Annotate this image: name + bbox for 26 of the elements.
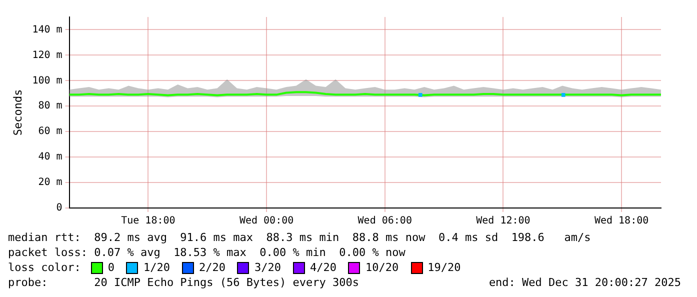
- y-tick-label: 80 m: [38, 100, 62, 112]
- text: median rtt: 89.2 ms avg 91.6 ms max 88.3 ms min 88.8 ms now 0.4 ms sd 198.6 am/s: [8, 230, 592, 245]
- x-tick-label: Wed 18:00: [594, 216, 649, 227]
- y-tick-label: 20 m: [38, 177, 62, 188]
- legend-label: 19/20: [428, 260, 461, 275]
- x-tick-label: Tue 18:00: [121, 216, 176, 227]
- y-tick-label: 40 m: [38, 152, 62, 163]
- text: packet loss: 0.07 % avg 18.53 % max 0.00 % min 0.00 % now: [8, 245, 406, 260]
- legend-label: 3/20: [254, 260, 281, 275]
- legend-title: loss color:: [8, 260, 81, 275]
- x-tick-label: Wed 12:00: [476, 216, 530, 227]
- legend-label: 0: [108, 260, 114, 275]
- y-tick-label: 60 m: [38, 126, 62, 138]
- legend-label: 10/20: [365, 260, 399, 275]
- y-tick-label: 100 m: [32, 75, 62, 86]
- x-tick-label: Wed 06:00: [358, 216, 412, 227]
- text: probe: 20 ICMP Echo Pings (56 Bytes) every 300s: [8, 275, 359, 290]
- legend-label: 1/20: [143, 260, 170, 275]
- y-tick-label: 120 m: [32, 50, 62, 61]
- legend-label: 4/20: [310, 260, 336, 275]
- legend-label: 2/20: [198, 260, 226, 275]
- y-axis-title: Seconds: [11, 89, 24, 136]
- text: end: Wed Dec 31 20:00:27 2025: [488, 275, 681, 290]
- y-tick-label: 0: [56, 202, 62, 214]
- y-tick-label: 140 m: [32, 24, 62, 36]
- x-tick-label: Wed 00:00: [239, 216, 294, 227]
